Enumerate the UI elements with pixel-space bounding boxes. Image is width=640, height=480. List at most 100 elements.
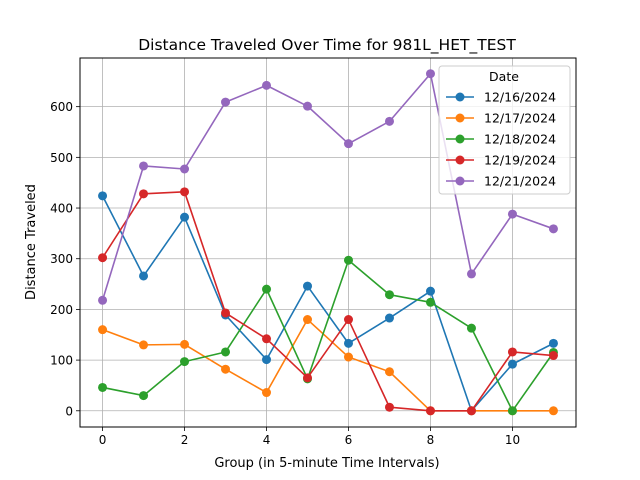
legend-item: 12/18/2024 [446,132,556,147]
data-point [262,355,272,365]
legend: Date 12/16/2024 12/17/2024 12/18/2024 12/19… [438,65,571,195]
y-tick-label: 200 [50,303,73,317]
data-point [384,290,394,300]
y-tick-label: 600 [50,100,73,114]
data-point [262,284,272,294]
data-point [466,269,476,279]
data-point [98,295,108,305]
data-point [425,286,435,296]
data-point [343,139,353,149]
data-point [221,308,231,318]
legend-label: 12/21/2024 [484,174,556,189]
data-point [343,352,353,362]
data-point [303,281,313,291]
data-point [180,339,190,349]
data-point [262,388,272,398]
data-point [180,187,190,197]
data-point [384,402,394,412]
data-point [221,347,231,357]
series-12/19/2024 [98,187,558,416]
data-point [221,97,231,107]
data-point [384,313,394,323]
series-line [101,191,554,412]
y-tick-label: 500 [50,151,73,165]
data-point [384,367,394,377]
legend-label: 12/18/2024 [484,132,556,147]
legend-box [438,65,571,195]
data-point [303,373,313,383]
legend-swatch-marker [455,155,465,165]
plot-frame [79,57,577,428]
series-layer [98,69,558,416]
series-line [102,259,555,412]
x-tick-label: 4 [263,433,271,447]
data-point [507,406,517,416]
data-point [548,338,558,348]
series-12/21/2024 [98,69,558,305]
data-point [303,101,313,111]
legend-swatch-marker [455,92,465,102]
series-line [101,72,554,301]
legend-item: 12/19/2024 [446,153,556,168]
data-point [139,161,149,171]
data-point [98,325,108,335]
data-point [343,338,353,348]
x-tick-label: 0 [99,433,107,447]
data-point [180,357,190,367]
legend-item: 12/21/2024 [446,174,556,189]
legend-swatch-marker [455,134,465,144]
data-point [425,69,435,79]
data-point [507,347,517,357]
data-point [139,391,149,401]
legend-label: 12/17/2024 [484,111,556,126]
data-point [507,209,517,219]
legend-item: 12/17/2024 [446,111,556,126]
data-point [507,359,517,369]
data-point [139,271,149,281]
legend-swatch-marker [455,113,465,123]
y-tick-label: 0 [65,404,73,418]
legend-item: 12/16/2024 [446,90,556,105]
x-tick-label: 6 [345,433,353,447]
grid [80,58,576,427]
y-axis-label: Distance Traveled [24,184,39,300]
data-point [466,406,476,416]
data-point [180,164,190,174]
y-tick-label: 400 [50,202,73,216]
legend-label: 12/16/2024 [484,90,556,105]
y-tick-label: 300 [50,252,73,266]
data-point [98,253,108,263]
x-tick-label: 10 [505,433,520,447]
data-point [98,382,108,392]
data-point [139,189,149,199]
data-point [466,323,476,333]
data-point [548,351,558,361]
y-tick-label: 100 [50,354,73,368]
data-point [425,406,435,416]
data-point [221,364,231,374]
x-tick-label: 2 [181,433,189,447]
data-point [139,340,149,350]
x-tick-label: 8 [427,433,435,447]
data-point [548,224,558,234]
data-point [343,315,353,325]
data-point [262,80,272,90]
series-line [101,195,554,412]
legend-swatch-marker [455,176,465,186]
legend-title: Date [489,69,519,84]
legend-label: 12/19/2024 [484,153,556,168]
data-point [548,406,558,416]
data-point [98,191,108,201]
data-point [384,116,394,126]
data-point [303,315,313,325]
data-point [343,255,353,265]
data-point [180,212,190,222]
series-line [102,318,554,412]
data-point [262,334,272,344]
x-axis-label: Group (in 5-minute Time Intervals) [214,456,439,471]
chart-title: Distance Traveled Over Time for 981L_HET… [138,36,516,55]
data-point [425,297,435,307]
